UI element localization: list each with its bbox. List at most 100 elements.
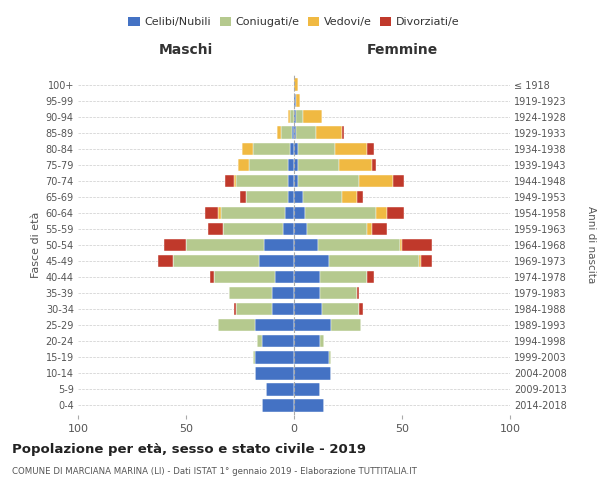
Bar <box>302 190 341 203</box>
Text: COMUNE DI MARCIANA MARINA (LI) - Dati ISTAT 1° gennaio 2019 - Elaborazione TUTTI: COMUNE DI MARCIANA MARINA (LI) - Dati IS… <box>12 468 417 476</box>
Bar <box>255 351 294 364</box>
Bar <box>218 206 221 219</box>
Bar <box>233 303 236 316</box>
Bar <box>359 303 363 316</box>
Bar <box>275 271 294 283</box>
Bar <box>236 303 272 316</box>
Bar <box>294 367 331 380</box>
Bar <box>316 126 341 139</box>
Bar <box>329 255 419 268</box>
Bar <box>247 190 287 203</box>
Bar <box>255 367 294 380</box>
Bar <box>305 206 376 219</box>
Bar <box>419 255 421 268</box>
Bar <box>372 158 376 171</box>
Bar <box>294 319 331 332</box>
Bar <box>296 126 316 139</box>
Bar <box>356 190 363 203</box>
Bar <box>307 222 367 235</box>
Bar <box>164 238 186 252</box>
Bar <box>240 190 247 203</box>
Bar <box>367 142 374 155</box>
Bar <box>272 303 294 316</box>
Bar <box>298 158 340 171</box>
Bar <box>208 222 223 235</box>
Bar <box>286 206 294 219</box>
Bar <box>287 174 294 187</box>
Bar <box>341 126 344 139</box>
Bar <box>255 319 294 332</box>
Bar <box>290 110 294 123</box>
Bar <box>218 319 255 332</box>
Bar <box>233 174 236 187</box>
Bar <box>294 110 296 123</box>
Bar <box>294 158 298 171</box>
Bar <box>294 78 298 91</box>
Bar <box>205 206 218 219</box>
Bar <box>281 126 292 139</box>
Bar <box>272 287 294 300</box>
Bar <box>186 238 264 252</box>
Legend: Celibi/Nubili, Coniugati/e, Vedovi/e, Divorziati/e: Celibi/Nubili, Coniugati/e, Vedovi/e, Di… <box>124 12 464 32</box>
Bar <box>262 335 294 347</box>
Bar <box>376 206 387 219</box>
Bar <box>290 142 294 155</box>
Bar <box>331 319 361 332</box>
Bar <box>294 206 305 219</box>
Bar <box>277 126 281 139</box>
Bar <box>320 287 356 300</box>
Text: Maschi: Maschi <box>159 44 213 58</box>
Bar <box>298 142 335 155</box>
Bar <box>214 271 275 283</box>
Bar <box>238 158 248 171</box>
Text: Femmine: Femmine <box>367 44 437 58</box>
Bar <box>248 158 287 171</box>
Bar <box>387 206 404 219</box>
Bar <box>294 238 318 252</box>
Bar <box>287 110 290 123</box>
Bar <box>298 174 359 187</box>
Bar <box>329 351 331 364</box>
Bar <box>335 142 367 155</box>
Bar <box>318 238 400 252</box>
Bar <box>283 222 294 235</box>
Bar <box>296 110 302 123</box>
Bar <box>264 238 294 252</box>
Bar <box>294 271 320 283</box>
Bar <box>253 142 290 155</box>
Bar <box>210 271 214 283</box>
Bar <box>294 351 329 364</box>
Bar <box>367 271 374 283</box>
Bar <box>292 126 294 139</box>
Bar <box>173 255 259 268</box>
Bar <box>294 174 298 187</box>
Bar <box>242 142 253 155</box>
Bar <box>262 399 294 411</box>
Bar <box>294 399 324 411</box>
Bar <box>294 94 296 107</box>
Bar <box>225 174 233 187</box>
Bar <box>421 255 432 268</box>
Bar <box>257 335 262 347</box>
Bar <box>294 222 307 235</box>
Bar <box>236 174 287 187</box>
Bar <box>372 222 387 235</box>
Bar <box>394 174 404 187</box>
Bar <box>294 287 320 300</box>
Bar <box>359 174 394 187</box>
Bar <box>400 238 402 252</box>
Bar <box>294 383 320 396</box>
Bar <box>259 255 294 268</box>
Bar <box>356 287 359 300</box>
Bar <box>294 142 298 155</box>
Text: Anni di nascita: Anni di nascita <box>586 206 596 284</box>
Bar <box>367 222 372 235</box>
Bar <box>287 158 294 171</box>
Bar <box>287 190 294 203</box>
Bar <box>294 190 302 203</box>
Text: Popolazione per età, sesso e stato civile - 2019: Popolazione per età, sesso e stato civil… <box>12 442 366 456</box>
Bar <box>294 126 296 139</box>
Bar <box>221 206 286 219</box>
Bar <box>296 94 301 107</box>
Bar <box>294 335 320 347</box>
